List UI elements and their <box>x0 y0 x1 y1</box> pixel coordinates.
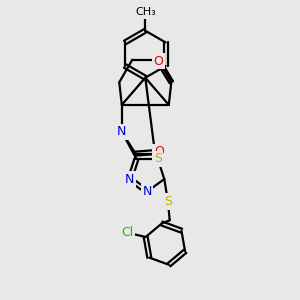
Text: O: O <box>154 145 164 158</box>
Text: N: N <box>125 172 135 186</box>
Text: N: N <box>117 125 127 138</box>
Text: S: S <box>154 152 162 165</box>
Text: O: O <box>154 55 164 68</box>
Text: N: N <box>142 185 152 198</box>
Text: Cl: Cl <box>121 226 133 239</box>
Text: CH₃: CH₃ <box>135 7 156 17</box>
Text: S: S <box>164 195 172 208</box>
